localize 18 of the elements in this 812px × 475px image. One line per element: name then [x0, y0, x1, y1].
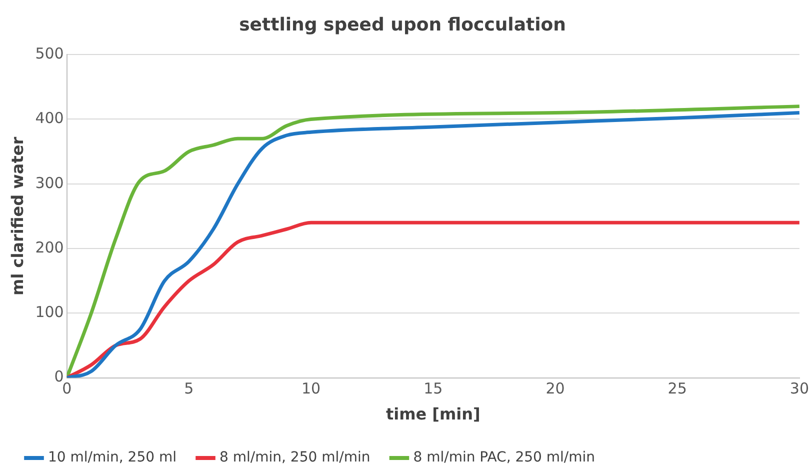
- x-tick-label: 15: [424, 380, 443, 398]
- y-tick-label: 500: [35, 44, 64, 62]
- legend-label: 8 ml/min PAC, 250 ml/min: [413, 450, 596, 466]
- legend-label: 8 ml/min, 250 ml/min: [220, 450, 370, 466]
- legend-label: 10 ml/min, 250 ml: [48, 450, 177, 466]
- x-tick-label: 30: [790, 380, 810, 398]
- y-tick-label: 400: [35, 109, 64, 128]
- y-tick-label: 100: [35, 303, 64, 322]
- x-tick-label: 10: [301, 380, 321, 398]
- y-tick-label: 200: [35, 238, 64, 256]
- y-axis-title: ml clarified water: [8, 136, 27, 296]
- x-tick-label: 25: [668, 380, 687, 398]
- x-tick-label: 20: [546, 380, 565, 398]
- x-axis-title: time [min]: [386, 404, 480, 424]
- y-tick-label: 0: [54, 368, 64, 386]
- x-tick-label: 5: [184, 380, 194, 398]
- chart-title: settling speed upon flocculation: [239, 14, 566, 36]
- y-tick-label: 300: [35, 174, 64, 192]
